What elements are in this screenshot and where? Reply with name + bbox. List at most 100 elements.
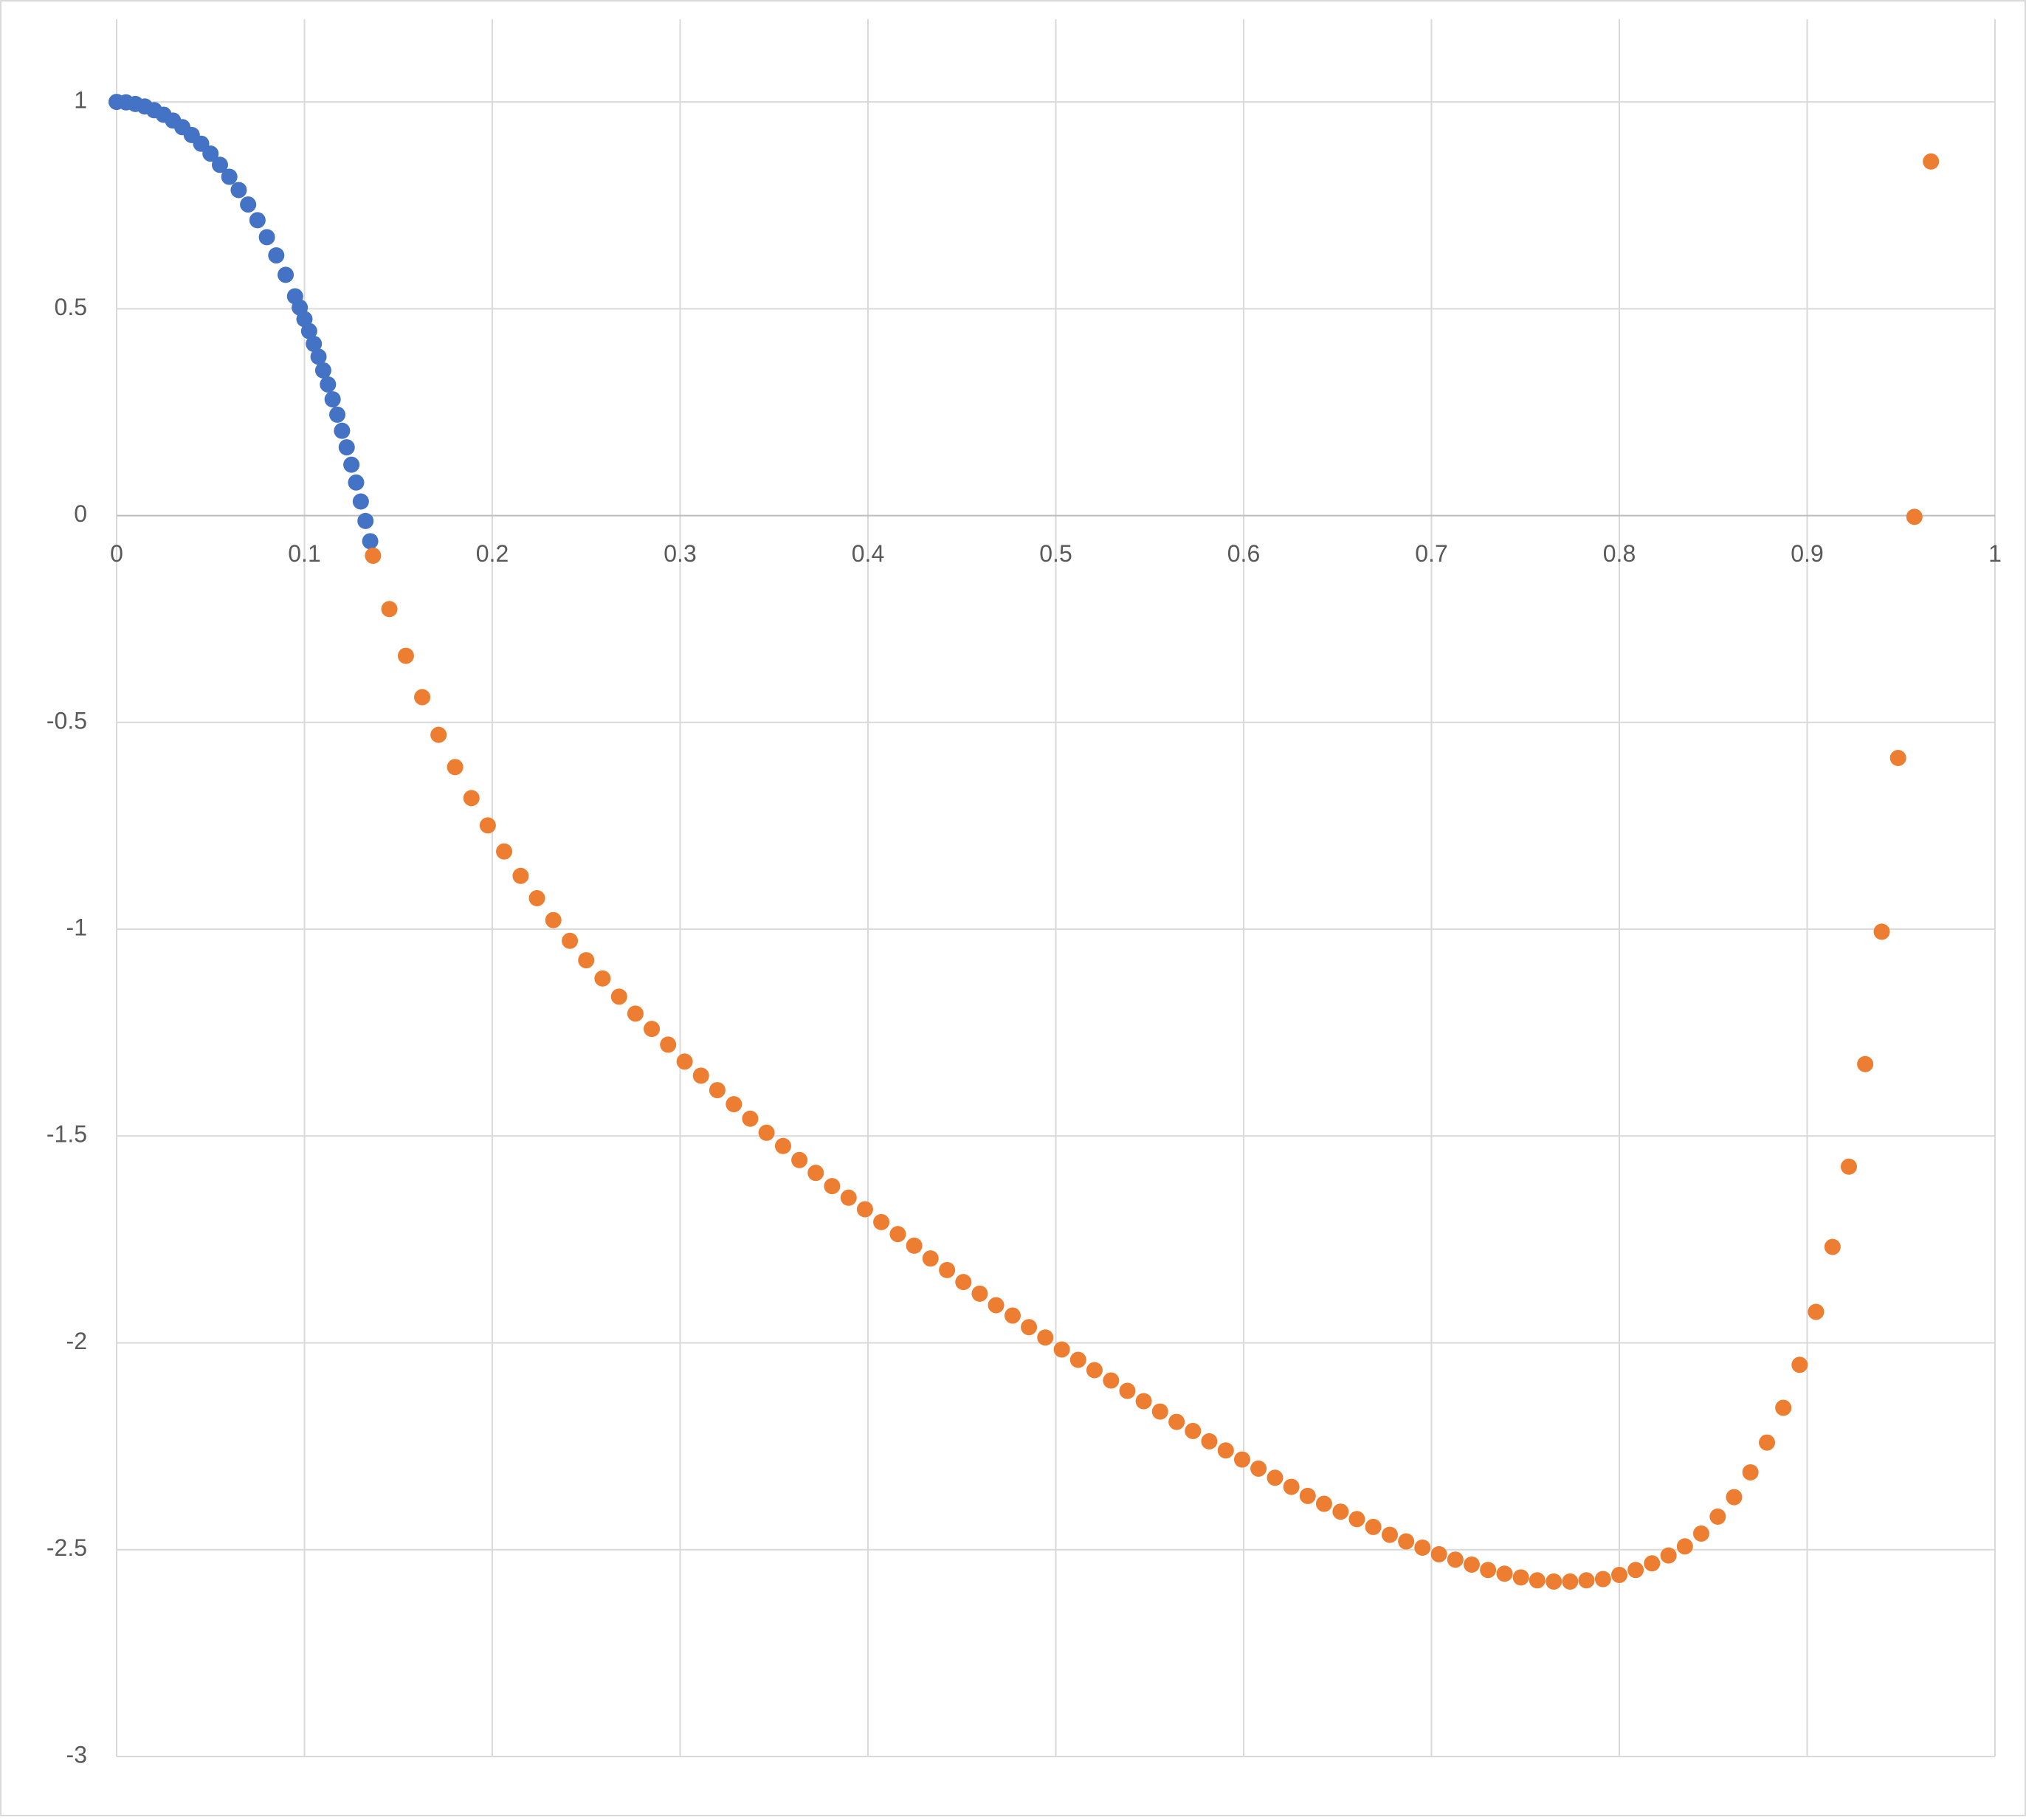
data-point xyxy=(1398,1533,1415,1550)
data-point xyxy=(1562,1573,1579,1590)
x-tick-label: 0.8 xyxy=(1603,540,1636,567)
data-point xyxy=(1676,1538,1693,1555)
y-tick-label: -2.5 xyxy=(46,1534,87,1561)
data-point xyxy=(1103,1372,1120,1389)
data-point xyxy=(1660,1547,1677,1564)
data-point xyxy=(397,647,414,664)
data-point xyxy=(1808,1303,1825,1320)
data-point xyxy=(258,229,275,246)
data-point xyxy=(807,1165,824,1182)
data-point xyxy=(627,1005,644,1022)
data-point xyxy=(211,156,228,173)
data-point xyxy=(594,970,611,987)
data-point xyxy=(343,456,360,473)
data-point xyxy=(1185,1422,1202,1439)
data-point xyxy=(1496,1565,1513,1582)
data-point xyxy=(1332,1503,1349,1520)
data-point xyxy=(300,323,317,339)
data-point xyxy=(1267,1469,1284,1486)
data-point xyxy=(1889,750,1906,767)
data-point xyxy=(512,867,529,884)
data-point xyxy=(1233,1451,1250,1468)
data-point xyxy=(310,348,327,365)
data-point xyxy=(1480,1562,1497,1579)
data-point xyxy=(939,1261,956,1278)
data-point xyxy=(545,911,562,928)
data-point xyxy=(528,890,545,907)
data-point xyxy=(856,1201,873,1218)
data-point xyxy=(1004,1307,1021,1324)
data-point xyxy=(1529,1572,1546,1589)
data-point xyxy=(1382,1526,1399,1543)
data-point xyxy=(1168,1413,1185,1430)
x-tick-label: 0.5 xyxy=(1039,540,1072,567)
data-point xyxy=(479,817,496,834)
data-point xyxy=(1348,1511,1365,1528)
data-point xyxy=(922,1250,939,1267)
data-point xyxy=(1692,1525,1709,1542)
data-point xyxy=(414,689,431,706)
x-tick-label: 0.2 xyxy=(476,540,509,567)
x-tick-label: 0 xyxy=(110,540,123,567)
data-point xyxy=(1742,1464,1759,1481)
data-point xyxy=(314,362,331,379)
data-point xyxy=(726,1096,742,1113)
data-point xyxy=(1315,1495,1332,1512)
data-point xyxy=(329,406,346,423)
data-point xyxy=(1430,1545,1447,1562)
data-point xyxy=(1594,1571,1611,1588)
data-point xyxy=(562,932,579,949)
data-point xyxy=(1611,1566,1627,1583)
y-tick-label: -1 xyxy=(66,914,87,941)
data-point xyxy=(1250,1460,1267,1477)
tick-labels: -3 -2.5 -2 -1.5 -1 -0.5 0 0.5 1 0 0.1 0.2 0.3 0.4 0.5 0… xyxy=(46,87,2002,1768)
data-point xyxy=(610,988,627,1005)
data-point xyxy=(1709,1508,1726,1525)
data-point xyxy=(365,547,382,564)
data-point xyxy=(306,335,323,352)
data-point xyxy=(644,1021,661,1038)
data-point xyxy=(1759,1434,1776,1451)
data-point xyxy=(1512,1569,1529,1586)
data-point xyxy=(873,1213,890,1230)
data-point xyxy=(758,1124,775,1141)
y-tick-label: -0.5 xyxy=(46,707,87,734)
data-point xyxy=(324,391,341,408)
data-point xyxy=(1414,1539,1431,1556)
data-point xyxy=(1299,1487,1316,1504)
data-point xyxy=(1923,153,1940,170)
x-tick-label: 0.9 xyxy=(1791,540,1823,567)
data-point xyxy=(1824,1238,1841,1255)
data-point xyxy=(278,266,294,283)
data-point xyxy=(381,601,398,618)
y-tick-label: -3 xyxy=(66,1741,87,1768)
data-point xyxy=(1086,1362,1103,1379)
data-point xyxy=(334,422,351,439)
data-point xyxy=(1906,509,1923,525)
data-point xyxy=(578,952,595,969)
data-point xyxy=(320,376,337,393)
y-tick-label: -2 xyxy=(66,1328,87,1354)
data-point xyxy=(249,212,266,229)
data-point xyxy=(496,843,513,860)
data-point xyxy=(268,247,285,264)
x-tick-label: 0.4 xyxy=(852,540,884,567)
data-point xyxy=(824,1178,841,1195)
plot-area xyxy=(108,94,1940,1590)
data-point xyxy=(430,726,447,743)
data-point xyxy=(1201,1433,1218,1450)
data-point xyxy=(1365,1518,1382,1535)
data-point xyxy=(889,1226,906,1243)
data-point xyxy=(692,1067,709,1084)
data-point xyxy=(1021,1319,1038,1336)
x-tick-label: 0.6 xyxy=(1227,540,1260,567)
data-point xyxy=(463,790,480,807)
data-point xyxy=(988,1297,1005,1314)
data-point xyxy=(348,474,365,491)
data-point xyxy=(660,1036,677,1053)
data-point xyxy=(1069,1351,1086,1368)
data-point xyxy=(1135,1393,1152,1410)
